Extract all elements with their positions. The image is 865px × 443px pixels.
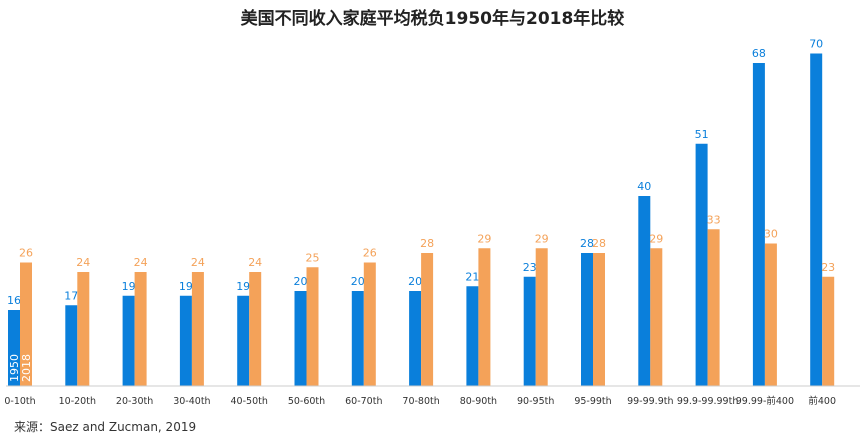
bar-2018-12: [707, 229, 720, 386]
value-label-2018-10: 28: [592, 237, 606, 250]
bar-1950-8: [466, 286, 479, 386]
value-label-1950-2: 19: [122, 280, 136, 293]
value-label-1950-5: 20: [294, 275, 308, 288]
bar-1950-14: [810, 53, 823, 386]
bar-1950-5: [294, 291, 307, 386]
value-label-1950-0: 16: [7, 294, 21, 307]
bar-1950-4: [237, 295, 250, 386]
bar-2018-6: [363, 262, 376, 386]
value-label-2018-4: 24: [248, 256, 262, 269]
bar-2018-4: [249, 272, 262, 386]
x-tick-label-2: 20-30th: [116, 396, 153, 407]
bar-2018-13: [764, 243, 777, 386]
value-label-1950-14: 70: [809, 38, 823, 51]
bar-1950-0: [8, 310, 20, 386]
bar-1950-7: [409, 291, 422, 386]
x-tick-label-8: 80-90th: [460, 396, 497, 407]
value-label-2018-0: 26: [19, 247, 33, 260]
value-label-2018-14: 23: [821, 261, 835, 274]
x-tick-label-14: 前400: [808, 395, 836, 407]
value-label-1950-8: 21: [465, 270, 479, 283]
value-label-2018-8: 29: [477, 232, 491, 245]
bar-2018-14: [822, 276, 835, 386]
value-label-2018-2: 24: [134, 256, 148, 269]
bar-1950-3: [179, 295, 192, 386]
x-tick-label-0: 0-10th: [4, 396, 35, 407]
bar-2018-0: [20, 262, 32, 386]
value-label-1950-11: 40: [637, 180, 651, 193]
value-label-1950-6: 20: [351, 275, 365, 288]
value-label-1950-1: 17: [64, 289, 78, 302]
bar-2018-9: [535, 248, 548, 386]
legend-label-1950: 1950: [8, 354, 21, 382]
bar-2018-1: [77, 272, 90, 386]
x-tick-label-3: 30-40th: [173, 396, 210, 407]
value-label-2018-13: 30: [764, 228, 778, 241]
value-label-2018-3: 24: [191, 256, 205, 269]
x-tick-label-12: 99.9-99.99th: [677, 396, 739, 407]
x-tick-label-5: 50-60th: [288, 396, 325, 407]
value-label-2018-6: 26: [363, 247, 377, 260]
bar-1950-2: [122, 295, 135, 386]
bars-layer: 16 1950 26 2018 0-10th 17 24 10-20th 19 24 20-30th…: [4, 38, 836, 408]
bar-2018-2: [134, 272, 147, 386]
value-label-1950-3: 19: [179, 280, 193, 293]
x-tick-label-11: 99-99.9th: [627, 396, 673, 407]
value-label-1950-10: 28: [580, 237, 594, 250]
x-tick-label-13: 99.99-前400: [736, 395, 794, 407]
value-label-2018-12: 33: [707, 213, 721, 226]
value-label-1950-9: 23: [523, 261, 537, 274]
bar-1950-9: [523, 276, 536, 386]
bar-1950-1: [65, 305, 78, 386]
bar-2018-10: [593, 253, 605, 386]
value-label-2018-5: 25: [306, 251, 320, 264]
value-label-1950-13: 68: [752, 47, 766, 60]
bar-2018-8: [478, 248, 491, 386]
bar-2018-11: [650, 248, 663, 386]
x-tick-label-7: 70-80th: [402, 396, 439, 407]
value-label-1950-12: 51: [695, 128, 709, 141]
value-label-1950-7: 20: [408, 275, 422, 288]
x-tick-label-1: 10-20th: [59, 396, 96, 407]
x-tick-label-9: 90-95th: [517, 396, 554, 407]
bar-1950-13: [752, 63, 765, 386]
bar-1950-11: [638, 196, 651, 386]
value-label-2018-9: 29: [535, 232, 549, 245]
value-label-2018-1: 24: [76, 256, 90, 269]
chart-title: 美国不同收入家庭平均税负1950年与2018年比较: [240, 9, 625, 29]
x-tick-label-10: 95-99th: [574, 396, 611, 407]
value-label-1950-4: 19: [236, 280, 250, 293]
bar-1950-6: [351, 291, 364, 386]
bar-2018-5: [306, 267, 319, 386]
x-tick-label-4: 40-50th: [231, 396, 268, 407]
bar-2018-7: [421, 253, 434, 386]
source-note: 来源：Saez and Zucman, 2019: [14, 420, 197, 434]
bar-1950-12: [695, 143, 708, 386]
legend-label-2018: 2018: [20, 354, 33, 382]
value-label-2018-11: 29: [649, 232, 663, 245]
bar-2018-3: [191, 272, 204, 386]
x-tick-label-6: 60-70th: [345, 396, 382, 407]
value-label-2018-7: 28: [420, 237, 434, 250]
bar-1950-10: [581, 253, 593, 386]
